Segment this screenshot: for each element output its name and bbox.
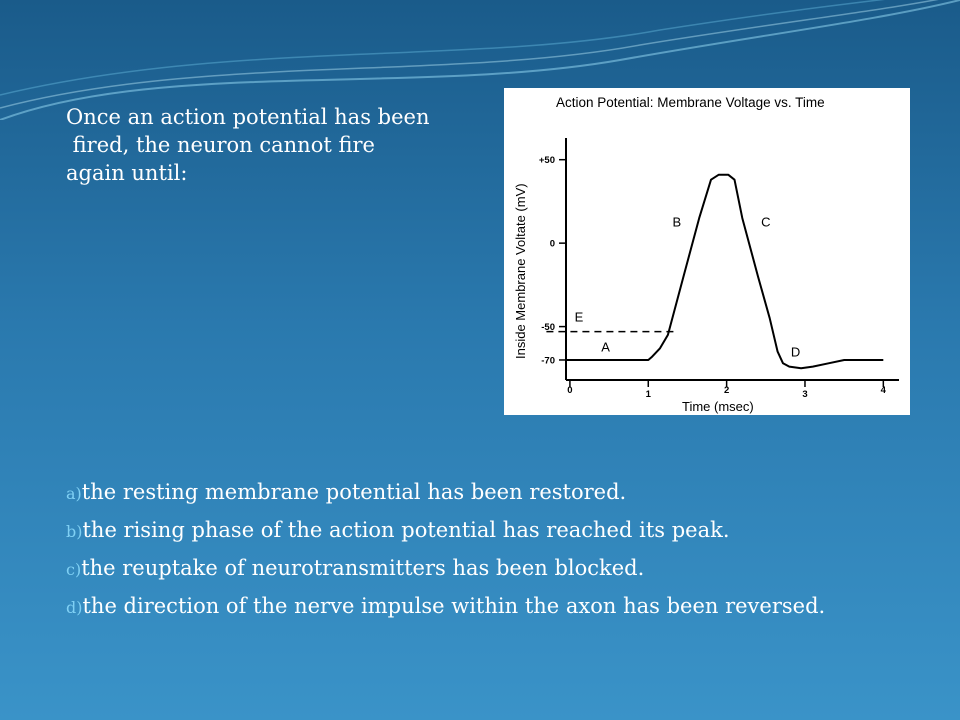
option-letter: a) bbox=[66, 484, 82, 503]
option-letter: b) bbox=[66, 522, 83, 541]
x-tick-label: 1 bbox=[646, 389, 652, 400]
action-potential-chart: Action Potential: Membrane Voltage vs. T… bbox=[504, 88, 910, 415]
voltage-curve bbox=[566, 173, 884, 370]
option-a[interactable]: a)the resting membrane potential has bee… bbox=[66, 474, 946, 512]
option-letter: c) bbox=[66, 560, 82, 579]
question-line: fired, the neuron cannot fire bbox=[66, 133, 375, 157]
x-tick-label: 2 bbox=[724, 385, 729, 396]
question-line: Once an action potential has been bbox=[66, 105, 430, 129]
header-swoosh-decoration bbox=[0, 0, 960, 120]
chart-title: Action Potential: Membrane Voltage vs. T… bbox=[556, 95, 825, 110]
option-text: the resting membrane potential has been … bbox=[81, 480, 627, 504]
x-tick-label: 4 bbox=[881, 385, 887, 396]
phase-label: B bbox=[673, 214, 682, 229]
y-tick-label: 0 bbox=[550, 239, 555, 250]
answer-options: a)the resting membrane potential has bee… bbox=[66, 474, 946, 626]
y-tick-label: +50 bbox=[539, 155, 555, 166]
y-axis-label: Inside Membrane Voltate (mV) bbox=[513, 183, 528, 359]
y-tick-label: -70 bbox=[541, 355, 555, 366]
phase-label: E bbox=[575, 310, 584, 325]
question-text: Once an action potential has been fired,… bbox=[66, 103, 486, 187]
phase-label: D bbox=[791, 345, 800, 360]
question-line: again until: bbox=[66, 161, 188, 185]
option-b[interactable]: b)the rising phase of the action potenti… bbox=[66, 512, 946, 550]
option-letter: d) bbox=[66, 598, 83, 617]
x-axis-label: Time (msec) bbox=[682, 399, 754, 414]
phase-label: C bbox=[761, 214, 770, 229]
option-text: the direction of the nerve impulse withi… bbox=[82, 594, 826, 618]
chart-canvas: Action Potential: Membrane Voltage vs. T… bbox=[513, 95, 899, 414]
option-c[interactable]: c)the reuptake of neurotransmitters has … bbox=[66, 550, 946, 588]
x-tick-label: 3 bbox=[802, 389, 807, 400]
option-d[interactable]: d)the direction of the nerve impulse wit… bbox=[66, 588, 946, 626]
y-tick-label: -50 bbox=[541, 322, 555, 333]
option-text: the rising phase of the action potential… bbox=[82, 518, 730, 542]
phase-label: A bbox=[601, 340, 610, 355]
option-text: the reuptake of neurotransmitters has be… bbox=[81, 556, 645, 580]
x-tick-label: 0 bbox=[567, 385, 572, 396]
